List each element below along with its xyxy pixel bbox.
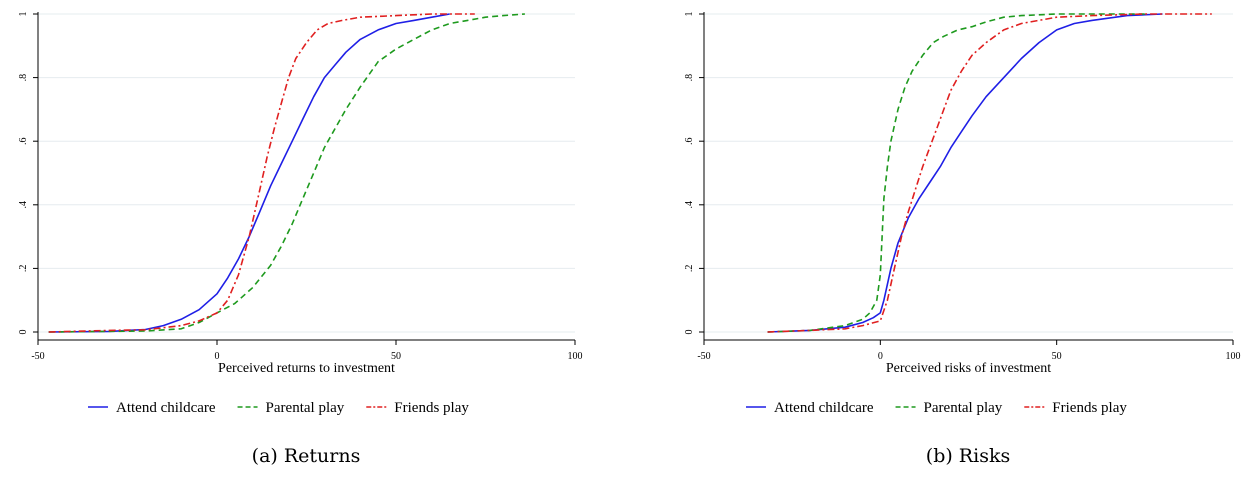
legend-label: Parental play	[924, 400, 1003, 416]
y-tick-label: .4	[684, 201, 695, 209]
y-tick-label: 1	[684, 12, 695, 17]
y-tick-label: .8	[684, 74, 695, 82]
panel-caption: (b) Risks	[926, 445, 1010, 467]
y-tick-label: .6	[18, 137, 29, 145]
panel-caption: (a) Returns	[252, 445, 361, 467]
y-tick-label: .8	[18, 74, 29, 82]
x-tick-label: 100	[1226, 351, 1241, 362]
series-line-attend-childcare	[767, 13, 1163, 333]
y-tick-label: .4	[18, 201, 29, 209]
series-line-friends-play	[767, 13, 1212, 333]
panel-returns: 0 .2 .4 .6 .8 1 -50 0 50 100 Perceived returns to …	[18, 12, 583, 468]
series-line-friends-play	[48, 13, 475, 333]
x-tick-label: 0	[215, 351, 220, 362]
panel-risks: 0 .2 .4 .6 .8 1 -50 0 50 100 Perceived risks of in…	[684, 12, 1241, 468]
y-tick-label: .2	[684, 265, 695, 273]
y-tick-label: 1	[18, 12, 29, 17]
x-axis-label: Perceived risks of investment	[886, 361, 1051, 376]
legend-label: Attend childcare	[774, 400, 874, 416]
y-tick-label: 0	[684, 330, 695, 335]
x-tick-label: -50	[31, 351, 44, 362]
legend-label: Friends play	[1052, 400, 1127, 416]
legend-label: Friends play	[394, 400, 469, 416]
series-line-attend-childcare	[48, 13, 450, 333]
series-line-parental-play	[767, 13, 1145, 333]
legend-label: Attend childcare	[116, 400, 216, 416]
x-tick-label: 50	[391, 351, 401, 362]
y-tick-label: 0	[18, 330, 29, 335]
x-axis-label: Perceived returns to investment	[218, 361, 395, 376]
x-tick-label: 50	[1052, 351, 1062, 362]
x-tick-label: 0	[878, 351, 883, 362]
x-tick-label: 100	[568, 351, 583, 362]
y-tick-label: .2	[18, 265, 29, 273]
x-tick-label: -50	[697, 351, 710, 362]
legend-label: Parental play	[266, 400, 345, 416]
y-tick-label: .6	[684, 137, 695, 145]
series-line-parental-play	[48, 13, 525, 333]
